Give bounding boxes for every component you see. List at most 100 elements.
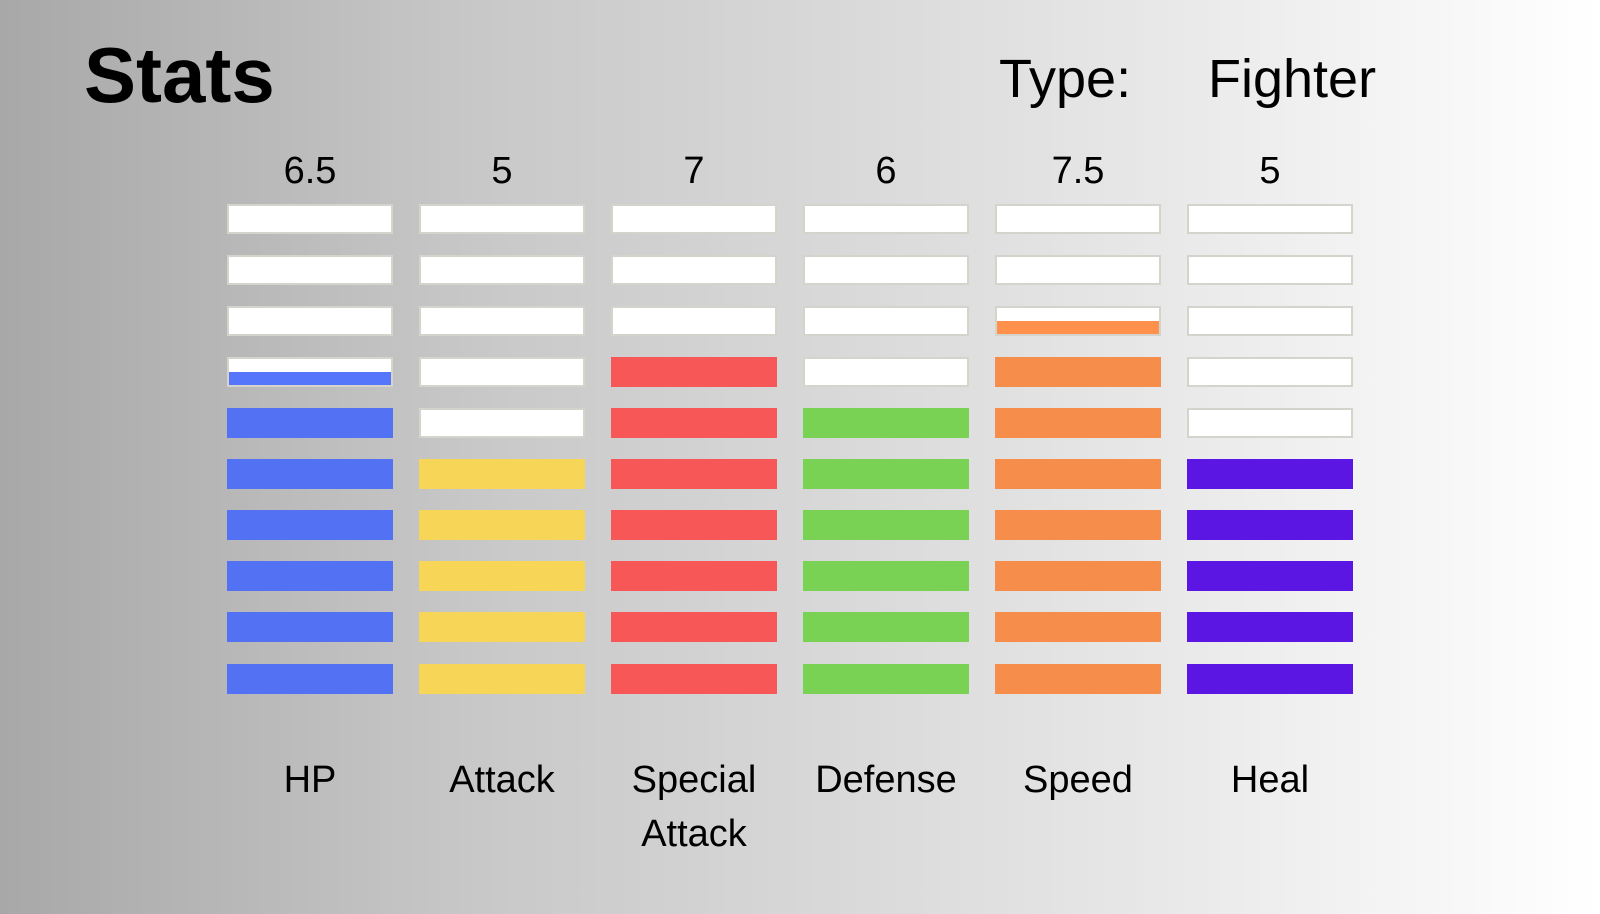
stat-segment	[1187, 459, 1353, 489]
stat-segment	[803, 510, 969, 540]
stat-segment-fill	[997, 359, 1159, 385]
stat-segment	[803, 255, 969, 285]
stat-segment-fill	[229, 461, 391, 487]
stat-segment-fill	[421, 512, 583, 538]
stat-segment	[419, 408, 585, 438]
stat-segment	[611, 664, 777, 694]
stat-segment-fill	[613, 512, 775, 538]
stat-segment-fill	[421, 666, 583, 692]
stat-segment-fill	[997, 410, 1159, 436]
stat-segment-fill	[1189, 563, 1351, 589]
stat-segment-fill	[1189, 614, 1351, 640]
stat-segment-fill	[1189, 461, 1351, 487]
stat-segment	[995, 306, 1161, 336]
stat-segment	[419, 664, 585, 694]
stat-segment	[419, 255, 585, 285]
stat-segment	[1187, 255, 1353, 285]
stat-segment-fill	[613, 563, 775, 589]
stat-segment	[419, 204, 585, 234]
stat-segment-fill	[229, 372, 391, 385]
stat-segment	[995, 664, 1161, 694]
stat-segment	[419, 510, 585, 540]
stat-segment-fill	[229, 614, 391, 640]
type-value: Fighter	[1208, 49, 1377, 109]
stat-segment-fill	[1189, 666, 1351, 692]
stat-segment-fill	[421, 461, 583, 487]
stat-segment	[803, 561, 969, 591]
stat-value: 5	[1259, 150, 1281, 192]
stat-segment	[1187, 204, 1353, 234]
page-title: Stats	[84, 31, 275, 119]
stat-segment	[1187, 408, 1353, 438]
stat-segment-fill	[805, 666, 967, 692]
stat-segment-fill	[229, 512, 391, 538]
stat-segment	[995, 612, 1161, 642]
stat-segment-fill	[997, 666, 1159, 692]
stat-segment	[803, 306, 969, 336]
stat-segment	[995, 204, 1161, 234]
stat-segment	[1187, 664, 1353, 694]
stat-segment	[611, 408, 777, 438]
stat-segment	[611, 357, 777, 387]
stat-segment	[803, 357, 969, 387]
stat-segment	[611, 255, 777, 285]
stat-segment	[611, 561, 777, 591]
stat-segment	[227, 255, 393, 285]
stat-segment-fill	[229, 666, 391, 692]
stat-segment	[419, 612, 585, 642]
stat-segment	[803, 664, 969, 694]
stat-segment	[227, 612, 393, 642]
type-label: Type:	[999, 49, 1132, 109]
stat-segment-fill	[421, 563, 583, 589]
stat-segment-fill	[997, 461, 1159, 487]
stat-segment-fill	[613, 666, 775, 692]
stat-segment-fill	[229, 563, 391, 589]
stat-segment	[803, 459, 969, 489]
stat-segment	[995, 255, 1161, 285]
stat-value: 5	[491, 150, 513, 192]
stat-segment-fill	[613, 410, 775, 436]
stat-segment	[995, 408, 1161, 438]
stat-segment-fill	[229, 410, 391, 436]
stat-segment	[227, 561, 393, 591]
stat-segment	[227, 357, 393, 387]
stat-segment-fill	[805, 461, 967, 487]
stat-segment	[419, 561, 585, 591]
stat-segment	[611, 459, 777, 489]
stat-segment	[227, 306, 393, 336]
stat-segment-fill	[613, 461, 775, 487]
stat-segment-fill	[421, 614, 583, 640]
stat-segment	[227, 459, 393, 489]
stat-segment	[1187, 612, 1353, 642]
stat-segment	[611, 204, 777, 234]
stat-segment-fill	[613, 614, 775, 640]
stat-segment	[611, 306, 777, 336]
stat-segment	[611, 510, 777, 540]
stat-segment-fill	[805, 512, 967, 538]
stat-label: Attack	[449, 759, 555, 801]
stat-label: Special Attack	[631, 759, 757, 855]
stat-segment	[419, 459, 585, 489]
stat-segment-fill	[805, 563, 967, 589]
stat-segment	[995, 561, 1161, 591]
stat-segment	[227, 408, 393, 438]
stat-segment	[227, 664, 393, 694]
stat-segment	[1187, 357, 1353, 387]
stat-segment-fill	[613, 359, 775, 385]
stat-segment	[227, 204, 393, 234]
stat-segment-fill	[805, 614, 967, 640]
stat-label: Heal	[1230, 759, 1310, 801]
stat-segment-fill	[997, 321, 1159, 334]
stat-segment	[611, 612, 777, 642]
stat-value: 6.5	[283, 150, 337, 192]
stat-segment	[995, 459, 1161, 489]
stat-value: 7	[683, 150, 705, 192]
stat-segment-fill	[997, 563, 1159, 589]
stat-label: Speed	[1023, 759, 1133, 801]
stat-value: 7.5	[1051, 150, 1105, 192]
stat-segment	[419, 357, 585, 387]
stat-segment	[419, 306, 585, 336]
stat-segment-fill	[997, 614, 1159, 640]
stat-segment	[1187, 510, 1353, 540]
stat-segment	[803, 204, 969, 234]
